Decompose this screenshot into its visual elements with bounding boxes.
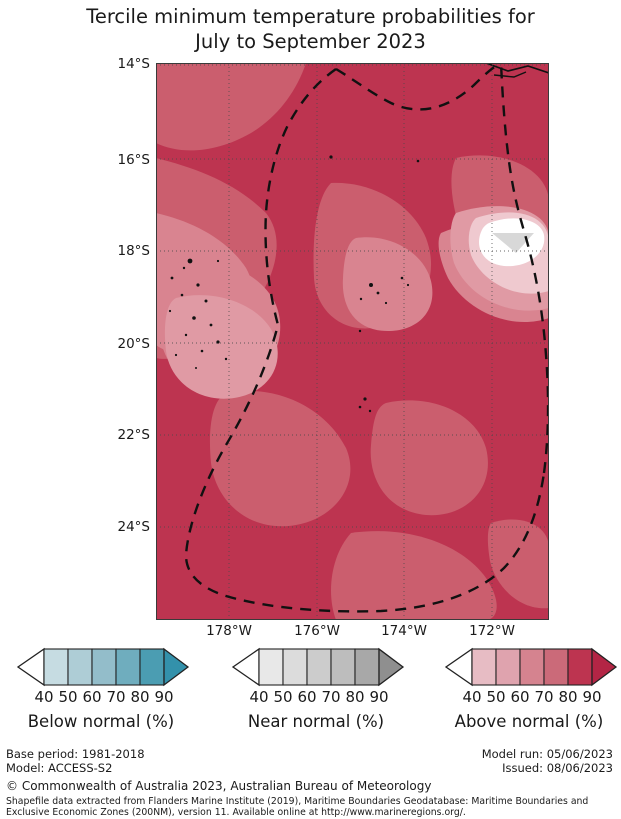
base-period-text: Base period: 1981-2018 [6, 747, 145, 761]
tick-40: 40 [34, 688, 54, 706]
colorbar-ticks-below-normal: 40 50 60 70 80 90 [8, 688, 194, 708]
tick-60: 60 [297, 688, 317, 706]
tick-70: 70 [534, 688, 554, 706]
x-axis-tick-178W: 178°W [206, 623, 252, 639]
tick-80: 80 [130, 688, 150, 706]
tick-50: 50 [58, 688, 78, 706]
tick-90: 90 [154, 688, 174, 706]
x-axis-tick-176W: 176°W [294, 623, 340, 639]
colorbar-near-normal[interactable] [223, 645, 409, 687]
legend-near-normal: 40 50 60 70 80 90 Near normal (%) [223, 645, 409, 731]
colorbar-over-arrow [378, 647, 405, 687]
shapefile-attribution: Shapefile data extracted from Flanders M… [6, 796, 606, 819]
copyright-text: © Commonwealth of Australia 2023, Austra… [6, 779, 432, 793]
legend-below-normal: 40 50 60 70 80 90 Below normal (%) [8, 645, 194, 731]
tick-40: 40 [462, 688, 482, 706]
colorbar-ticks-above-normal: 40 50 60 70 80 90 [436, 688, 621, 708]
island-outlines [168, 155, 420, 413]
x-axis-tick-172W: 172°W [469, 623, 515, 639]
tick-90: 90 [369, 688, 389, 706]
colorbar-under-arrow [444, 647, 473, 687]
page-title-line-1: Tercile minimum temperature probabilitie… [86, 5, 535, 28]
legend-title-above-normal: Above normal (%) [454, 712, 604, 731]
tick-70: 70 [106, 688, 126, 706]
y-axis-tick-16S: 16°S [117, 152, 151, 168]
model-run-text: Model run: 05/06/2023 [481, 747, 613, 761]
colorbar-under-arrow [231, 647, 260, 687]
tick-60: 60 [510, 688, 530, 706]
model-text: Model: ACCESS-S2 [6, 760, 113, 775]
footer-left-block: Base period: 1981-2018 Model: ACCESS-S2 [6, 747, 145, 775]
y-axis-tick-22S: 22°S [117, 427, 151, 443]
y-axis-tick-24S: 24°S [117, 519, 151, 535]
footer-right-block: Model run: 05/06/2023 Issued: 08/06/2023 [481, 747, 613, 775]
tick-70: 70 [321, 688, 341, 706]
legend-above-normal: 40 50 60 70 80 90 Above normal (%) [436, 645, 621, 731]
colorbar-over-arrow [591, 647, 618, 687]
tick-60: 60 [82, 688, 102, 706]
issued-text: Issued: 08/06/2023 [502, 760, 613, 775]
tick-80: 80 [345, 688, 365, 706]
colorbar-over-arrow [163, 647, 190, 687]
legend-title-near-normal: Near normal (%) [247, 712, 385, 731]
y-axis-tick-20S: 20°S [117, 336, 151, 352]
tick-50: 50 [486, 688, 506, 706]
legend-title-below-normal: Below normal (%) [27, 712, 175, 731]
tick-40: 40 [249, 688, 269, 706]
colorbar-above-normal[interactable] [436, 645, 621, 687]
colorbar-under-arrow [16, 647, 45, 687]
tick-50: 50 [273, 688, 293, 706]
x-axis-tick-174W: 174°W [381, 623, 427, 639]
page-title-line-2: July to September 2023 [195, 30, 426, 53]
probability-map[interactable] [156, 63, 549, 620]
legend-row: 40 50 60 70 80 90 Below normal (%) 40 50 [0, 645, 621, 735]
contour-layers [156, 63, 549, 620]
map-gridlines [156, 63, 549, 620]
y-axis-tick-14S: 14°S [117, 56, 151, 72]
shapefile-attribution-line-2: Exclusive Economic Zones (200NM), versio… [6, 807, 466, 819]
tick-90: 90 [582, 688, 602, 706]
colorbar-ticks-near-normal: 40 50 60 70 80 90 [223, 688, 409, 708]
shapefile-attribution-line-1: Shapefile data extracted from Flanders M… [6, 796, 589, 807]
page-title: Tercile minimum temperature probabilitie… [0, 4, 621, 54]
y-axis-tick-18S: 18°S [117, 243, 151, 259]
tick-80: 80 [558, 688, 578, 706]
map-contour-fill [156, 63, 549, 620]
colorbar-below-normal[interactable] [8, 645, 194, 687]
